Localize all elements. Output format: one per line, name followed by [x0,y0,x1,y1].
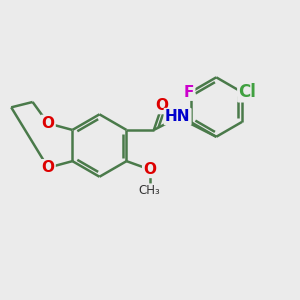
Text: O: O [42,160,55,175]
Text: O: O [143,162,156,177]
Text: O: O [156,98,169,113]
Text: CH₃: CH₃ [139,184,160,197]
Text: O: O [42,116,55,131]
Text: HN: HN [165,109,190,124]
Text: F: F [184,85,194,100]
Text: Cl: Cl [238,83,256,101]
